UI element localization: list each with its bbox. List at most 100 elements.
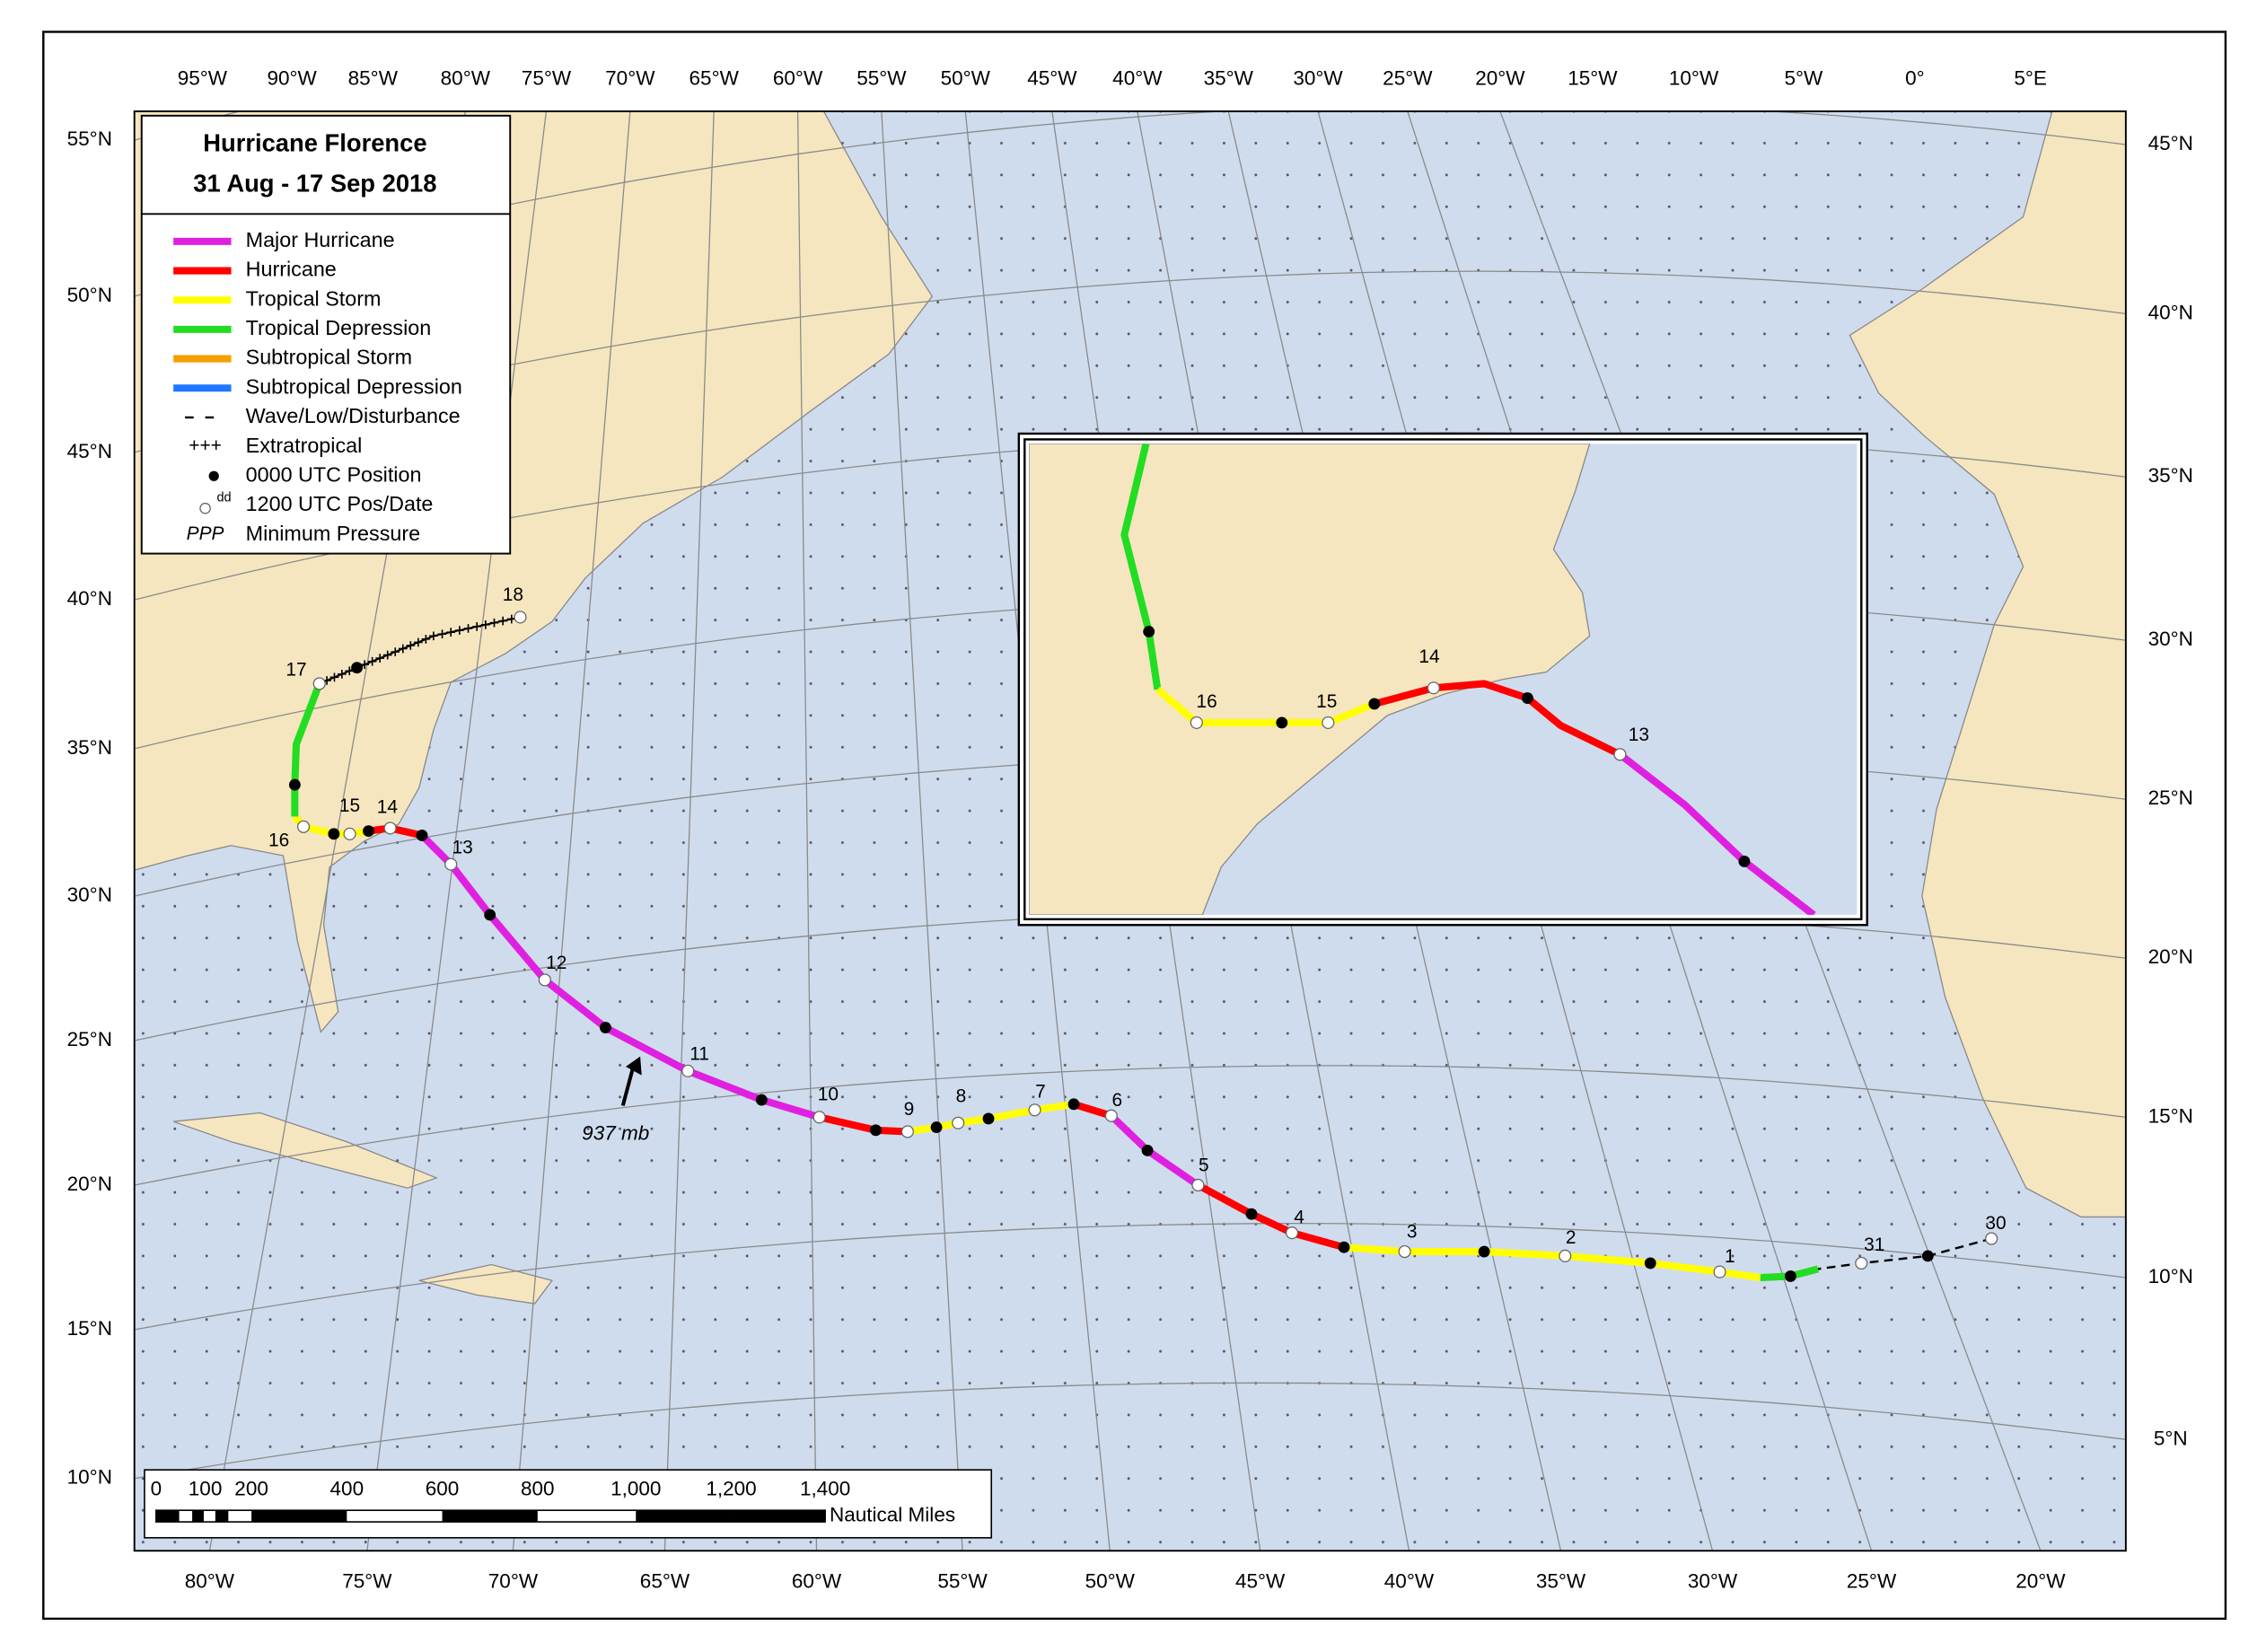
position-1200: [312, 677, 326, 690]
bottom-axis-label: 20°W: [2016, 1570, 2066, 1593]
position-0000: [1338, 1241, 1350, 1253]
extratropical-cross: [472, 622, 482, 631]
position-1200: [1398, 1244, 1411, 1259]
date-label: 6: [1111, 1090, 1122, 1111]
legend-symbol: +++: [189, 435, 222, 456]
scale-block: [442, 1510, 538, 1523]
right-axis-label: 15°N: [2148, 1104, 2193, 1127]
top-axis-label: 50°W: [941, 67, 991, 90]
left-axis-label: 25°N: [67, 1028, 112, 1050]
meridian: [663, 111, 715, 1551]
extratropical-cross: [406, 641, 416, 650]
cuba: [172, 1112, 438, 1189]
position-0000: [930, 1121, 943, 1134]
legend-label: Major Hurricane: [246, 228, 395, 251]
scale-label: 1,400: [800, 1478, 850, 1500]
meridian: [881, 111, 963, 1551]
left-axis-label: 45°N: [67, 440, 112, 462]
extratropical-cross: [414, 637, 423, 647]
position-0000: [351, 662, 364, 674]
position-0000: [600, 1022, 611, 1033]
extratropical-cross: [375, 654, 385, 663]
europe-africa: [1849, 111, 2126, 1218]
left-axis-label: 40°N: [67, 587, 112, 610]
parallel: [134, 1382, 2126, 1480]
right-axis-label: 5°N: [2154, 1427, 2188, 1449]
extratropical-cross: [382, 650, 392, 660]
right-axis-label: 25°N: [2148, 786, 2193, 809]
left-axis-label: 20°N: [67, 1173, 112, 1195]
right-axis-label: 20°N: [2148, 945, 2193, 968]
date-label: 30: [1985, 1213, 2006, 1234]
track-segment: [1373, 680, 1622, 758]
position-0000: [1143, 626, 1155, 637]
top-axis-label: 70°W: [605, 67, 655, 90]
position-1200: [444, 857, 458, 871]
inset-track: 16 15 14 13: [1120, 444, 1816, 915]
scale-block: [636, 1510, 732, 1523]
legend: Major Hurricane Hurricane Tropical Storm Tr…: [173, 228, 462, 545]
position-1200: [538, 973, 551, 987]
legend-label: Wave/Low/Disturbance: [246, 404, 461, 427]
position-0000: [1644, 1257, 1656, 1270]
legend-label: Hurricane: [246, 258, 337, 281]
position-0000: [1738, 855, 1751, 867]
position-1200: [1028, 1103, 1041, 1117]
position-0000: [288, 778, 301, 791]
top-axis-label: 40°W: [1112, 67, 1163, 90]
right-axis-label: 45°N: [2148, 132, 2193, 154]
position-0000: [1141, 1144, 1154, 1156]
position-1200: [1191, 1178, 1205, 1192]
date-label: 16: [268, 830, 289, 850]
extratropical-cross: [391, 647, 400, 656]
scale-block: [192, 1510, 204, 1523]
date-label: 11: [689, 1044, 709, 1065]
position-0000: [1276, 716, 1288, 729]
position-1200: [514, 611, 527, 624]
scale-label: 100: [189, 1478, 223, 1500]
position-0000: [982, 1112, 995, 1125]
parallel: [134, 1065, 2126, 1186]
top-axis-label: 80°W: [441, 67, 491, 90]
map-frame: [133, 110, 2127, 1552]
legend-symbol: PPP: [187, 523, 224, 544]
top-axis-label: 75°W: [522, 67, 572, 90]
legend-label: Subtropical Storm: [246, 346, 412, 369]
right-axis-label: 35°N: [2148, 464, 2193, 487]
date-label: 8: [956, 1085, 967, 1106]
track-segment: [1072, 1101, 1113, 1120]
extratropical-cross: [446, 628, 456, 637]
top-axis-label: 90°W: [268, 67, 318, 90]
legend-label: 1200 UTC Pos/Date: [246, 492, 434, 515]
extratropical-cross: [429, 631, 438, 641]
meridian: [796, 111, 818, 1551]
extratropical-cross: [398, 644, 408, 654]
bottom-axis-label: 65°W: [640, 1570, 690, 1593]
pressure-arrowhead: [625, 1056, 642, 1076]
bottom-axis-label: 40°W: [1384, 1570, 1435, 1593]
legend-symbol: dd: [216, 491, 231, 505]
top-axis-label: 20°W: [1475, 67, 1525, 90]
position-1200: [383, 822, 397, 835]
title: Hurricane Florence: [203, 128, 426, 156]
position-0000: [1478, 1245, 1490, 1258]
top-axis-label: 10°W: [1669, 67, 1719, 90]
position-1200: [296, 820, 311, 833]
legend-swatch: [199, 502, 211, 514]
date-label: 2: [1566, 1227, 1577, 1248]
axis-labels: 95°W 90°W 85°W 80°W 75°W 70°W 65°W 60°W 55°W 50°W…: [67, 67, 2193, 1593]
left-axis-label: 10°N: [67, 1466, 112, 1489]
left-axis-label: 15°N: [67, 1317, 112, 1340]
meridian: [366, 111, 548, 1551]
position-1200: [952, 1116, 965, 1129]
date-label: 14: [377, 796, 399, 817]
legend-label: Minimum Pressure: [246, 522, 420, 545]
extratropical-cross: [367, 656, 377, 666]
date-label: 13: [452, 837, 472, 857]
inset-inner-frame: [1023, 438, 1863, 921]
position-1200: [1190, 716, 1203, 729]
pressure-label: 937 mb: [582, 1122, 649, 1145]
bottom-axis-label: 80°W: [185, 1570, 235, 1593]
